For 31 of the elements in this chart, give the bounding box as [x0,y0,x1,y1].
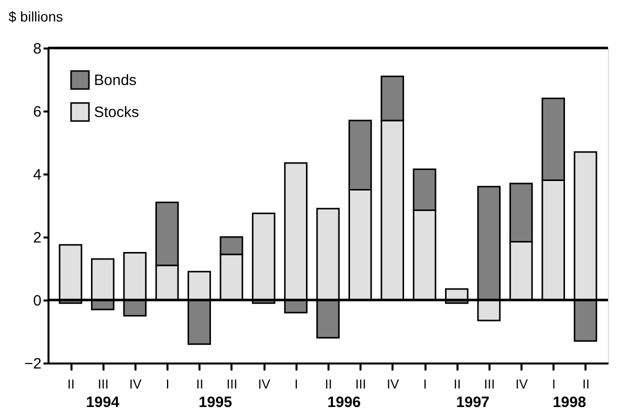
text: 1996 [327,394,361,411]
x-tick-label: III [98,376,109,392]
x-tick-label: I [166,376,170,392]
y-tick-label: 0 [33,292,42,310]
x-tick-label: III [355,376,366,392]
x-tick-label: I [552,376,556,392]
x-tick-label: IV [258,376,271,392]
y-tick-label: 2 [33,230,42,246]
y-axis-title: $ billions [8,8,63,24]
text: 1998 [552,394,586,411]
text: 1994 [86,394,120,411]
x-tick-label: IV [515,376,528,392]
x-tick-label: II [454,376,461,392]
y-tick-label: −2 [24,356,42,372]
x-tick-label: IV [129,376,142,392]
y-tick-label: 8 [33,40,42,58]
x-tick-label: II [67,376,75,392]
text: 1997 [456,394,490,411]
text: 1995 [198,394,232,411]
x-tick-label: I [294,376,298,392]
y-tick-label: 4 [33,166,42,184]
x-tick-label: II [582,376,590,392]
x-tick-label: III [484,376,495,392]
y-tick-label: 6 [33,104,42,120]
x-tick-label: IV [386,376,400,392]
legend-label: Bonds [94,72,137,89]
x-tick-label: III [226,376,238,392]
x-tick-label: II [196,376,204,392]
x-tick-label: II [324,376,332,392]
x-tick-label: I [423,376,427,392]
legend-label: Stocks [94,104,140,121]
